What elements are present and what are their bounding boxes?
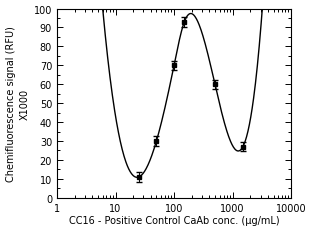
Y-axis label: Chemifluorescence signal (RFU)
X1000: Chemifluorescence signal (RFU) X1000 — [6, 26, 30, 181]
X-axis label: CC16 - Positive Control CaAb conc. (µg/mL): CC16 - Positive Control CaAb conc. (µg/m… — [69, 216, 279, 225]
